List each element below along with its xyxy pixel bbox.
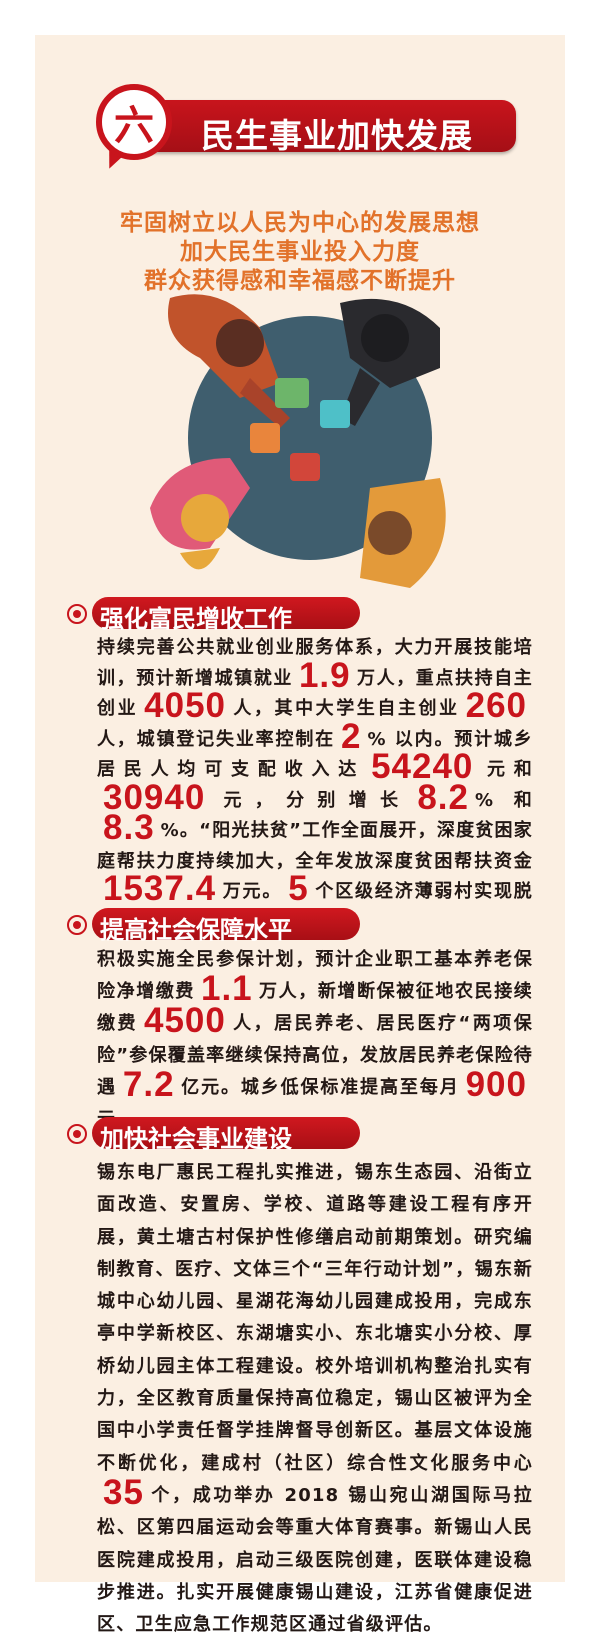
paragraph-text: 人，其中大学生自主创业 — [232, 698, 460, 719]
paragraph-text: 积极实施全民参保计划，预计企业职工基本养老保险净增缴费 — [97, 949, 533, 1002]
section-title-pill: 提高社会保障水平 — [92, 908, 360, 944]
paragraph-text: 人，城镇登记失业率控制在 — [97, 728, 335, 750]
highlight-number: 1.1 — [200, 969, 253, 1008]
round-table-puzzle-illustration — [150, 294, 446, 588]
section-paragraph-social-undertakings: 锡东电厂惠民工程扎实推进，锡东生态园、沿街立面改造、安置房、学校、道路等建设工程… — [97, 1157, 533, 1641]
paragraph-text: 个，成功举办 2018 锡山宛山湖国际马拉松、区第四届运动会等重大体育赛事。新锡… — [97, 1484, 533, 1636]
section-title: 强化富民增收工作 — [100, 605, 292, 633]
highlight-number: 2 — [341, 716, 362, 756]
person-top-left — [168, 294, 290, 428]
highlight-number: 35 — [103, 1472, 144, 1512]
paragraph-text: % 以内。预计城乡居民人均可支配收入达 — [97, 728, 533, 781]
chapter-number: 六 — [114, 103, 154, 149]
chapter-title: 民生事业加快发展 — [201, 116, 473, 155]
content-panel — [35, 35, 565, 1582]
section-title-pill: 强化富民增收工作 — [92, 597, 360, 633]
section-header-social-undertakings: 加快社会事业建设 — [67, 1117, 360, 1153]
section-title: 加快社会事业建设 — [100, 1125, 292, 1153]
section-header-social-security: 提高社会保障水平 — [67, 908, 360, 944]
highlight-number: 1537.4 — [103, 869, 217, 908]
paragraph-text: 人，居民养老、居民医疗“两项保险”参保覆盖率继续保持高位，发放居民养老保险待遇 — [97, 1013, 533, 1098]
paragraph-text: 万人，新增断保被征地农民接续缴费 — [97, 981, 533, 1034]
subtitle-line: 牢固树立以人民为中心的发展思想 — [120, 210, 480, 236]
highlight-number: 900 — [465, 1065, 527, 1104]
paragraph-text: 持续完善公共就业创业服务体系，大力开展技能培训，预计新增城镇就业 — [97, 637, 533, 689]
paragraph-text: 锡东电厂惠民工程扎实推进，锡东生态园、沿街立面改造、安置房、学校、道路等建设工程… — [97, 1162, 533, 1474]
paragraph-text: % 和 — [474, 789, 533, 811]
section-paragraph-income: 持续完善公共就业创业服务体系，大力开展技能培训，预计新增城镇就业 1.9 万人，重点… — [97, 633, 533, 938]
highlight-number: 8.2 — [417, 777, 469, 817]
highlight-number: 5 — [288, 869, 309, 908]
section-paragraph-social-security: 积极实施全民参保计划，预计企业职工基本养老保险净增缴费 1.1 万人，新增断保被征地… — [97, 944, 533, 1136]
subtitle-line: 群众获得感和幸福感不断提升 — [144, 268, 456, 294]
highlight-number: 30940 — [103, 777, 206, 817]
section-title-pill: 加快社会事业建设 — [92, 1117, 360, 1153]
bullet-target-icon — [67, 915, 87, 935]
person-bottom-right — [360, 478, 446, 588]
paragraph-text: 万元。 — [222, 881, 283, 902]
highlight-number: 1.9 — [298, 655, 351, 695]
chapter-header: 民生事业加快发展 六 — [96, 84, 516, 173]
highlight-number: 8.3 — [103, 808, 155, 847]
paragraph-text: %。“阳光扶贫”工作全面展开，深度贫困家庭帮扶力度持续加大，全年发放深度贫困帮扶… — [97, 820, 533, 872]
paragraph-text: 元，分别增长 — [211, 789, 412, 811]
highlight-number: 4050 — [144, 686, 227, 725]
highlight-number: 260 — [465, 686, 528, 725]
bullet-target-icon — [67, 1124, 87, 1144]
puzzle-piece-orange — [250, 423, 280, 453]
highlight-number: 4500 — [143, 1001, 226, 1040]
bullet-target-icon — [67, 604, 87, 624]
paragraph-text: 亿元。城乡低保标准提高至每月 — [180, 1077, 460, 1098]
paragraph-text: 元和 — [479, 759, 534, 780]
highlight-number: 54240 — [371, 747, 474, 786]
subtitle-line: 加大民生事业投入力度 — [180, 239, 420, 265]
section-title: 提高社会保障水平 — [100, 916, 292, 944]
chapter-title-bar — [136, 100, 516, 152]
puzzle-piece-red — [290, 453, 320, 481]
puzzle-piece-teal — [320, 400, 350, 428]
chapter-number-badge: 六 — [96, 84, 172, 160]
section-header-income: 强化富民增收工作 — [67, 597, 360, 633]
highlight-number: 7.2 — [122, 1065, 175, 1104]
person-bottom-left — [150, 458, 250, 570]
paragraph-text: 万人，重点扶持自主创业 — [97, 667, 533, 720]
puzzle-piece-green — [275, 378, 309, 408]
